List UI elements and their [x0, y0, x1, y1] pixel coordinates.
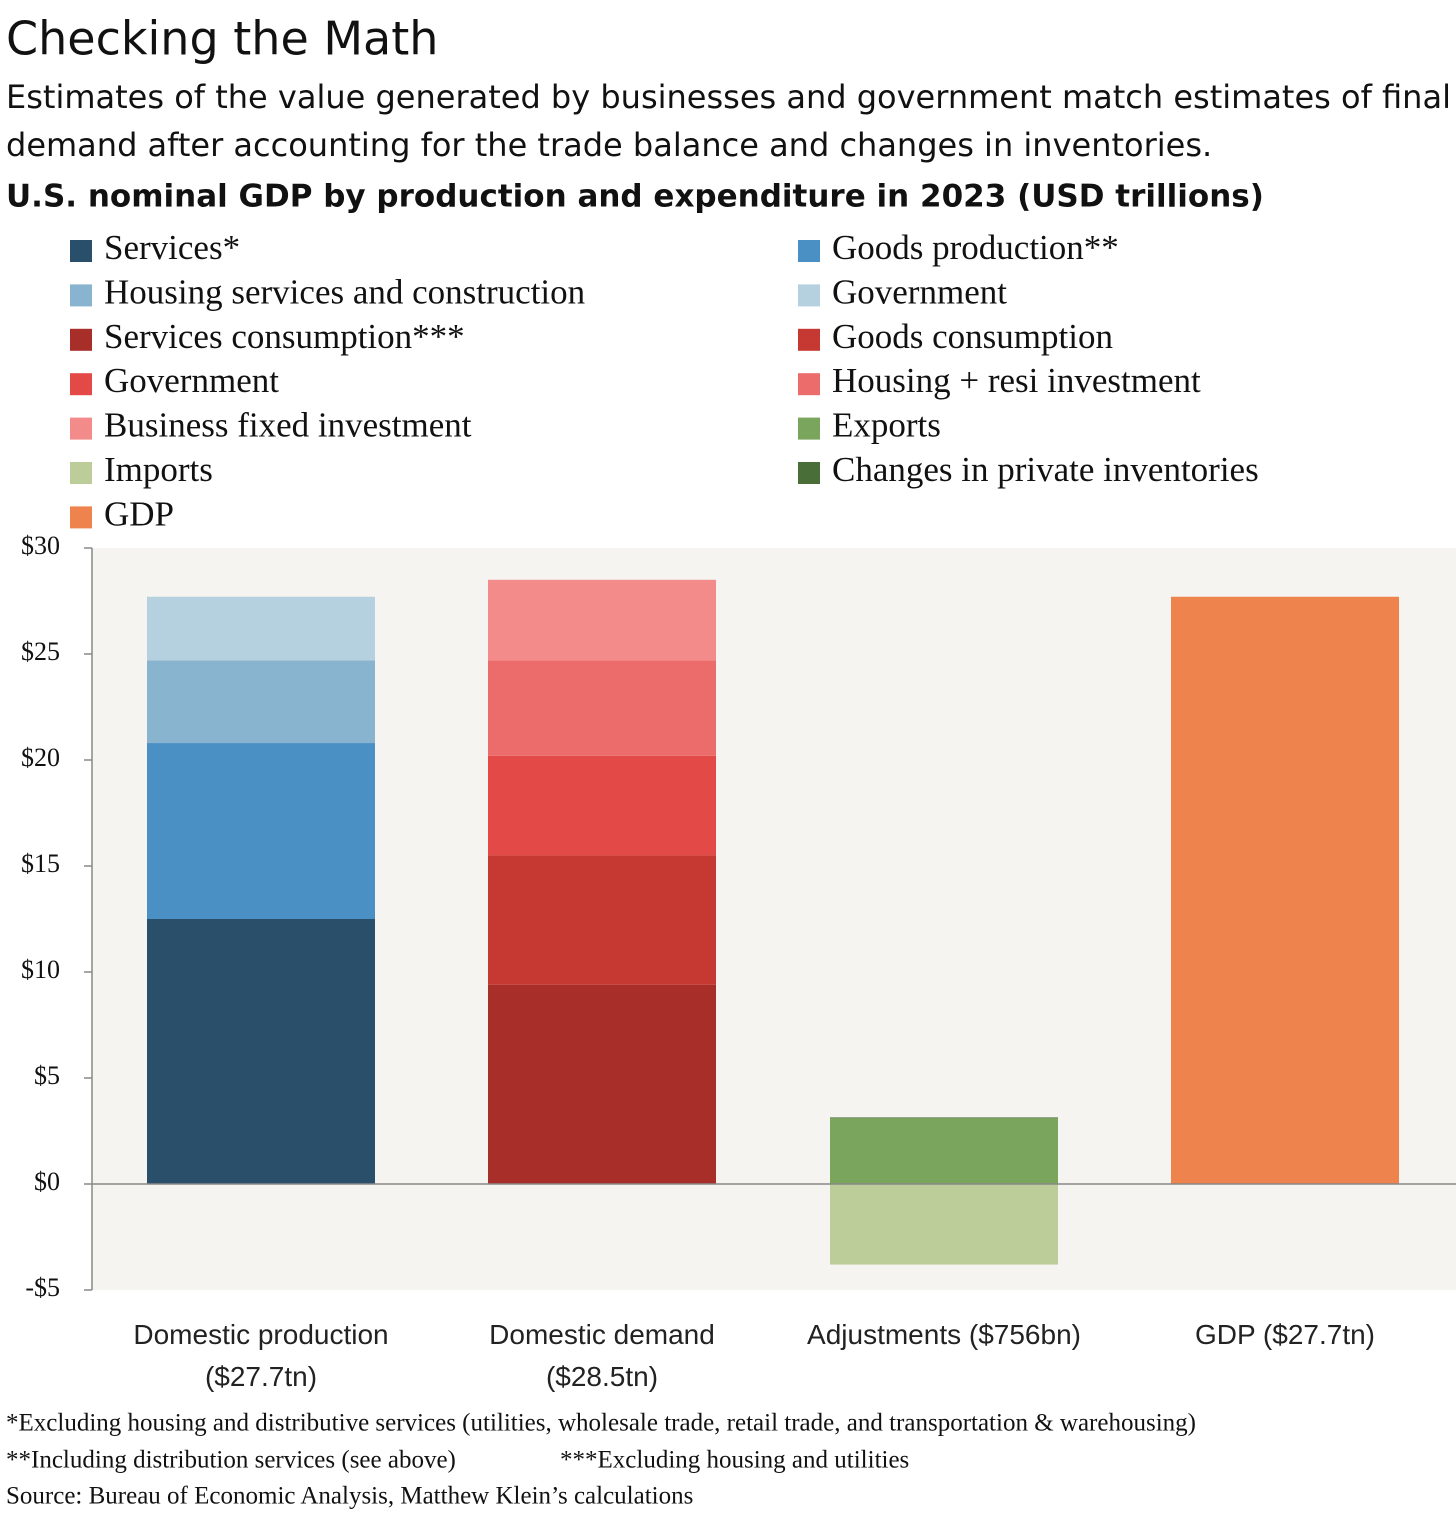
y-tick-label: $20 [21, 743, 60, 772]
y-tick-label: $0 [34, 1167, 60, 1196]
legend-label: Changes in private inventories [832, 450, 1259, 489]
bar-segment [488, 984, 716, 1184]
x-tick-label: GDP ($27.7tn) [1194, 1319, 1376, 1350]
footnote: *Excluding housing and distributive serv… [6, 1410, 1196, 1437]
footnote: ***Excluding housing and utilities [560, 1447, 909, 1474]
bar-segment [147, 743, 375, 919]
legend-swatch [70, 328, 92, 351]
bar-segment [147, 596, 375, 661]
legend-swatch [70, 284, 92, 307]
legend-swatch [70, 462, 92, 484]
legend-label: Business fixed investment [104, 406, 472, 445]
legend-label: GDP [104, 494, 174, 533]
bar-segment [147, 919, 375, 1184]
legend-swatch [70, 373, 92, 396]
x-tick-label: Domestic production ($27.7tn) [133, 1319, 389, 1392]
legend-label: Exports [832, 406, 941, 445]
legend-label: Goods consumption [832, 317, 1113, 356]
bar-segment [1171, 596, 1399, 1184]
bar-segment [830, 1118, 1058, 1184]
legend-swatch [798, 462, 820, 484]
bar-segment [488, 660, 716, 756]
y-tick-label: -$5 [25, 1273, 60, 1302]
legend-swatch [798, 328, 820, 351]
legend-label: Services consumption*** [104, 317, 465, 356]
legend-label: Government [832, 272, 1007, 311]
bar-segment [830, 1184, 1058, 1265]
title: Checking the Math [6, 12, 438, 66]
chart-title: U.S. nominal GDP by production and expen… [6, 179, 1264, 215]
footnote: **Including distribution services (see a… [6, 1447, 456, 1474]
legend-swatch [70, 240, 92, 262]
y-tick-label: $25 [21, 637, 60, 666]
legend-label: Housing + resi investment [832, 361, 1201, 400]
legend-swatch [798, 373, 820, 396]
legend-swatch [70, 417, 92, 440]
legend-label: Goods production** [832, 228, 1119, 267]
subtitle: Estimates of the value generated by busi… [6, 78, 1451, 164]
bar-segment [488, 579, 716, 661]
legend-label: Housing services and construction [104, 272, 585, 311]
y-tick-label: $5 [34, 1061, 60, 1090]
legend-label: Government [104, 361, 279, 400]
legend-swatch [798, 284, 820, 307]
source: Source: Bureau of Economic Analysis, Mat… [6, 1483, 693, 1510]
bar-segment [488, 755, 716, 856]
bar-segment [147, 660, 375, 744]
y-tick-label: $10 [21, 955, 60, 984]
legend-swatch [798, 417, 820, 440]
legend-label: Services* [104, 228, 240, 267]
bar-segment [488, 855, 716, 985]
x-tick-label: Domestic demand ($28.5tn) [489, 1319, 715, 1392]
bar-segment [830, 1117, 1058, 1119]
y-tick-label: $30 [21, 531, 60, 560]
x-tick-label: Adjustments ($756bn) [807, 1319, 1081, 1350]
legend-swatch [70, 506, 92, 529]
y-tick-label: $15 [21, 849, 60, 878]
legend-swatch [798, 240, 820, 262]
legend-label: Imports [104, 450, 213, 489]
